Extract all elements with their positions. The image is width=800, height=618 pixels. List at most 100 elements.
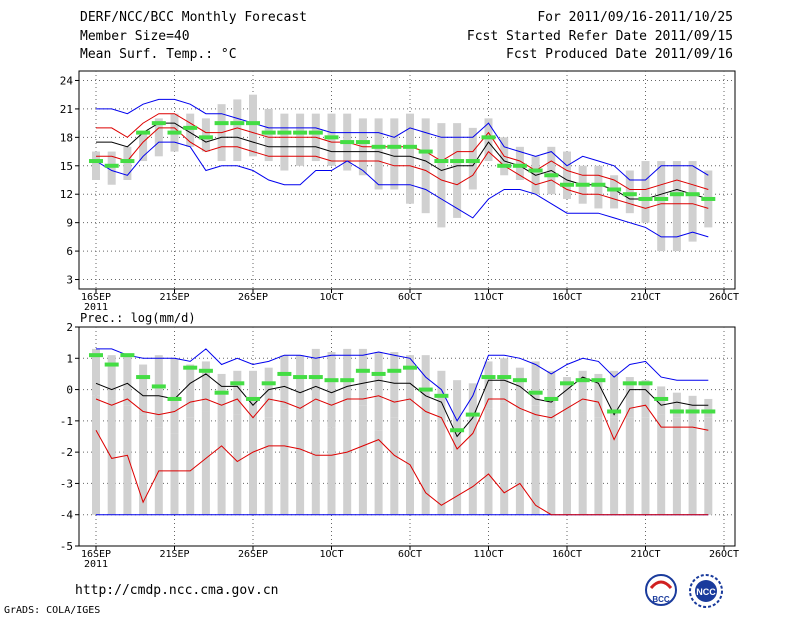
prec-year-label: 2011 — [84, 559, 108, 570]
prec-box — [374, 352, 383, 431]
source-url[interactable]: http://cmdp.ncc.cma.gov.cn — [75, 583, 279, 598]
member-size-label: Member Size=40 — [80, 29, 190, 44]
temp-box — [657, 161, 666, 252]
prec-green-mark — [465, 412, 480, 417]
prec-box — [249, 370, 257, 415]
temp-green-mark — [167, 130, 182, 135]
prec-box — [484, 361, 493, 409]
temp-green-mark — [261, 130, 276, 135]
temp-ytick-label: 18 — [60, 131, 73, 144]
prec-green-mark — [418, 387, 433, 392]
temp-box — [201, 118, 210, 152]
prec-ytick-label: 1 — [66, 352, 73, 365]
prec-green-mark — [575, 378, 590, 383]
prec-ytick-label: 0 — [66, 384, 73, 397]
grads-credit: GrADS: COLA/IGES — [4, 605, 101, 616]
temp-green-mark — [324, 135, 339, 140]
prec-green-mark — [246, 396, 260, 401]
prec-box-tail — [139, 414, 148, 515]
prec-box-tail — [500, 402, 509, 515]
temp-green-mark — [418, 149, 433, 154]
prec-box-tail — [484, 408, 493, 515]
temp-box — [672, 161, 681, 252]
temp-green-mark — [246, 121, 260, 126]
bcc-logo-text: BCC — [652, 595, 670, 604]
produced-date: Fcst Produced Date 2011/09/16 — [506, 47, 733, 62]
prec-green-mark — [198, 368, 213, 373]
temp-xtick-label: 6OCT — [398, 292, 422, 303]
forecast-period: For 2011/09/16-2011/10/25 — [537, 10, 733, 25]
prec-box — [123, 355, 132, 406]
prec-green-mark — [136, 375, 151, 380]
prec-green-mark — [277, 371, 292, 376]
prec-box — [672, 392, 681, 418]
prec-xtick-label: 16OCT — [552, 549, 582, 560]
prec-green-mark — [387, 368, 402, 373]
prec-green-mark — [654, 396, 669, 401]
temp-box — [374, 118, 383, 190]
temp-green-mark — [450, 159, 465, 164]
prec-box-tail — [390, 417, 399, 515]
prec-box — [453, 380, 462, 421]
prec-box — [578, 370, 587, 412]
prec-xtick-label: 26SEP — [238, 549, 268, 560]
prec-box — [594, 373, 603, 418]
prec-box — [390, 352, 399, 418]
prec-xtick-label: 21SEP — [159, 549, 189, 560]
prec-box — [610, 370, 619, 418]
prec-box-tail — [515, 408, 524, 515]
prec-box-tail — [186, 417, 195, 515]
prec-box — [154, 355, 163, 428]
temp-xtick-label: 21SEP — [159, 292, 189, 303]
temp-green-mark — [544, 173, 559, 178]
prec-mean-line — [95, 373, 709, 438]
prec-box-tail — [594, 417, 603, 515]
ncc-logo: NCC — [689, 574, 723, 608]
prec-green-mark — [434, 393, 449, 398]
prec-box-tail — [625, 417, 634, 515]
prec-p10-line — [95, 395, 709, 450]
temp-green-mark — [638, 196, 653, 201]
prec-green-mark — [261, 381, 276, 386]
prec-green-mark — [638, 381, 653, 386]
prec-green-mark — [528, 390, 543, 395]
prec-box — [264, 367, 273, 418]
prec-box-tail — [123, 405, 132, 515]
temp-min-line — [95, 141, 709, 238]
prec-box — [358, 348, 367, 406]
prec-box — [625, 377, 634, 418]
temp-xtick-label: 21OCT — [630, 292, 660, 303]
prec-box — [704, 398, 713, 418]
temp-xtick-label: 16OCT — [552, 292, 582, 303]
prec-green-mark — [355, 368, 370, 373]
prec-box — [531, 361, 540, 406]
temp-green-mark — [654, 196, 669, 201]
temp-green-mark — [481, 135, 496, 140]
prec-box-tail — [201, 411, 210, 515]
prec-box-tail — [578, 411, 587, 515]
prec-box-tail — [641, 417, 650, 515]
prec-box-tail — [547, 408, 556, 515]
prec-ytick-label: -2 — [60, 446, 73, 459]
prec-box-tail — [296, 411, 305, 515]
temp-green-mark — [465, 159, 480, 164]
temp-green-mark — [151, 121, 166, 126]
prec-ytick-label: 2 — [66, 321, 73, 334]
temp-box — [264, 108, 273, 162]
prec-box-tail — [92, 395, 100, 515]
temp-green-mark — [89, 159, 103, 164]
start-date: Fcst Started Refer Date 2011/09/15 — [466, 29, 733, 44]
prec-min-line — [95, 429, 709, 516]
prec-box — [217, 373, 226, 421]
prec-green-mark — [167, 396, 182, 401]
prec-green-mark — [560, 381, 574, 386]
prec-box-tail — [170, 433, 179, 515]
temp-box — [186, 113, 195, 147]
temp-max-line — [96, 98, 709, 181]
prec-frame — [78, 326, 736, 547]
prec-xtick-label: 26OCT — [709, 549, 739, 560]
temp-box — [296, 113, 305, 166]
prec-xtick-label: 1OCT — [319, 549, 343, 560]
temp-green-mark — [528, 168, 543, 173]
temp-box — [390, 118, 399, 190]
